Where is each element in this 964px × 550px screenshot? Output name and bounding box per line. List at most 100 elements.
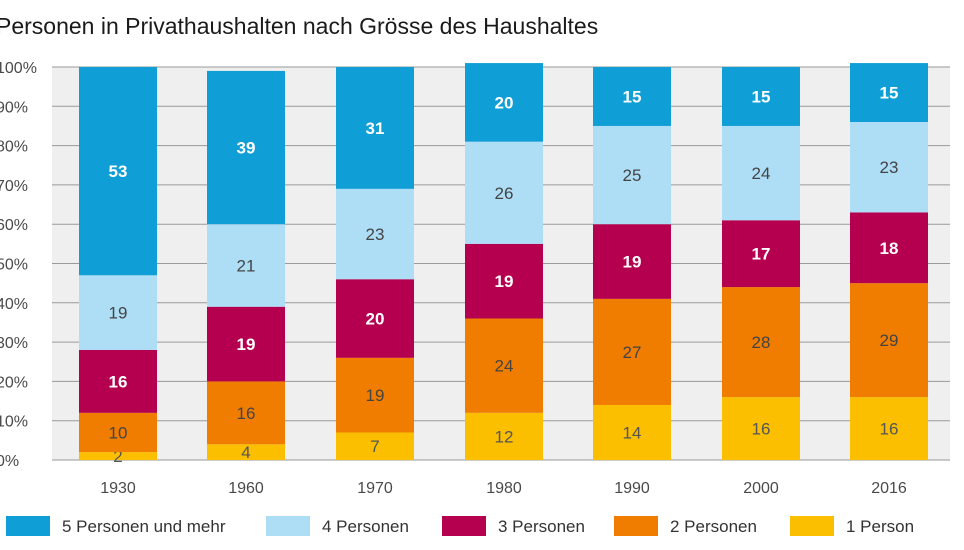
legend-swatch-2-personen xyxy=(614,516,658,536)
y-tick-label: 50% xyxy=(0,257,28,274)
bar-3-personen-2016 xyxy=(850,212,928,284)
y-tick-label: 90% xyxy=(0,99,28,116)
legend-label-3-personen: 3 Personen xyxy=(498,517,585,536)
data-label: 12 xyxy=(495,427,514,446)
bar-1-person-1990 xyxy=(593,404,671,460)
bar-5-personen-und-mehr-2016 xyxy=(850,63,928,123)
data-label: 10 xyxy=(109,423,128,442)
bar-5-personen-und-mehr-1970 xyxy=(336,67,414,189)
bar-2-personen-2016 xyxy=(850,283,928,398)
chart-title: Personen in Privathaushalten nach Grösse… xyxy=(0,13,599,39)
bar-4-personen-1930 xyxy=(79,275,157,350)
bar-3-personen-1990 xyxy=(593,224,671,299)
bar-4-personen-2000 xyxy=(722,125,800,221)
data-label: 16 xyxy=(109,372,128,391)
legend-swatch-1-person xyxy=(790,516,834,536)
bar-1-person-1960 xyxy=(207,444,285,460)
legend-swatch-5-personen-und-mehr xyxy=(6,516,50,536)
data-label: 18 xyxy=(880,239,899,258)
data-label: 19 xyxy=(109,304,128,323)
data-label: 39 xyxy=(237,139,256,158)
x-tick-label: 2016 xyxy=(871,480,907,497)
data-label: 31 xyxy=(366,119,385,138)
data-label: 14 xyxy=(623,423,642,442)
legend-swatch-3-personen xyxy=(442,516,486,536)
data-label: 24 xyxy=(752,164,771,183)
y-tick-label: 70% xyxy=(0,178,28,195)
bar-2-personen-1970 xyxy=(336,357,414,433)
data-label: 15 xyxy=(623,87,642,106)
data-label: 21 xyxy=(237,256,256,275)
data-label: 15 xyxy=(752,87,771,106)
data-label: 27 xyxy=(623,343,642,362)
bar-1-person-1970 xyxy=(336,432,414,460)
x-tick-label: 1970 xyxy=(357,480,393,497)
bar-1-person-2000 xyxy=(722,397,800,460)
data-label: 15 xyxy=(880,84,899,103)
bar-2-personen-1930 xyxy=(79,412,157,453)
data-label: 7 xyxy=(370,437,379,456)
x-tick-label: 1980 xyxy=(486,480,522,497)
data-label: 19 xyxy=(623,253,642,272)
x-tick-label: 1960 xyxy=(228,480,264,497)
x-tick-label: 1990 xyxy=(614,480,650,497)
bar-3-personen-1960 xyxy=(207,306,285,382)
data-label: 16 xyxy=(880,420,899,439)
legend-label-5-personen-und-mehr: 5 Personen und mehr xyxy=(62,517,226,536)
bar-5-personen-und-mehr-2000 xyxy=(722,67,800,126)
data-label: 26 xyxy=(495,184,514,203)
data-label: 24 xyxy=(495,357,514,376)
data-label: 20 xyxy=(366,310,385,329)
y-tick-label: 10% xyxy=(0,414,28,431)
bar-5-personen-und-mehr-1930 xyxy=(79,67,157,276)
bar-3-personen-1980 xyxy=(465,243,543,319)
bar-2-personen-1960 xyxy=(207,381,285,445)
data-label: 20 xyxy=(495,93,514,112)
y-tick-label: 80% xyxy=(0,139,28,156)
bar-1-person-1980 xyxy=(465,412,543,460)
data-label: 19 xyxy=(495,272,514,291)
data-label: 53 xyxy=(109,162,128,181)
bar-1-person-1930 xyxy=(79,452,157,460)
bar-3-personen-1930 xyxy=(79,349,157,413)
data-label: 4 xyxy=(241,443,250,462)
y-tick-label: 60% xyxy=(0,217,28,234)
bar-2-personen-1990 xyxy=(593,298,671,405)
bar-4-personen-1980 xyxy=(465,141,543,244)
y-tick-label: 100% xyxy=(0,60,37,77)
x-tick-label: 2000 xyxy=(743,480,779,497)
legend-label-2-personen: 2 Personen xyxy=(670,517,757,536)
bar-2-personen-1980 xyxy=(465,318,543,413)
y-tick-label: 20% xyxy=(0,374,28,391)
data-label: 25 xyxy=(623,166,642,185)
data-label: 29 xyxy=(880,331,899,350)
legend-swatch-4-personen xyxy=(266,516,310,536)
bar-4-personen-1960 xyxy=(207,224,285,307)
bar-4-personen-1970 xyxy=(336,188,414,280)
bar-5-personen-und-mehr-1960 xyxy=(207,70,285,225)
data-label: 17 xyxy=(752,245,771,264)
bar-5-personen-und-mehr-1990 xyxy=(593,67,671,126)
data-label: 19 xyxy=(366,386,385,405)
bar-5-personen-und-mehr-1980 xyxy=(465,63,543,142)
y-tick-label: 40% xyxy=(0,296,28,313)
y-tick-label: 0% xyxy=(0,453,19,470)
bar-2-personen-2000 xyxy=(722,287,800,398)
data-label: 2 xyxy=(113,447,122,466)
bar-4-personen-2016 xyxy=(850,122,928,213)
data-label: 16 xyxy=(237,404,256,423)
legend-label-4-personen: 4 Personen xyxy=(322,517,409,536)
bar-4-personen-1990 xyxy=(593,125,671,225)
data-label: 19 xyxy=(237,335,256,354)
data-label: 28 xyxy=(752,333,771,352)
bar-3-personen-2000 xyxy=(722,220,800,288)
bar-1-person-2016 xyxy=(850,397,928,460)
x-tick-label: 1930 xyxy=(100,480,136,497)
y-tick-label: 30% xyxy=(0,335,28,352)
data-label: 23 xyxy=(366,225,385,244)
data-label: 16 xyxy=(752,420,771,439)
legend-label-1-person: 1 Person xyxy=(846,517,914,536)
bar-3-personen-1970 xyxy=(336,279,414,358)
data-label: 23 xyxy=(880,158,899,177)
